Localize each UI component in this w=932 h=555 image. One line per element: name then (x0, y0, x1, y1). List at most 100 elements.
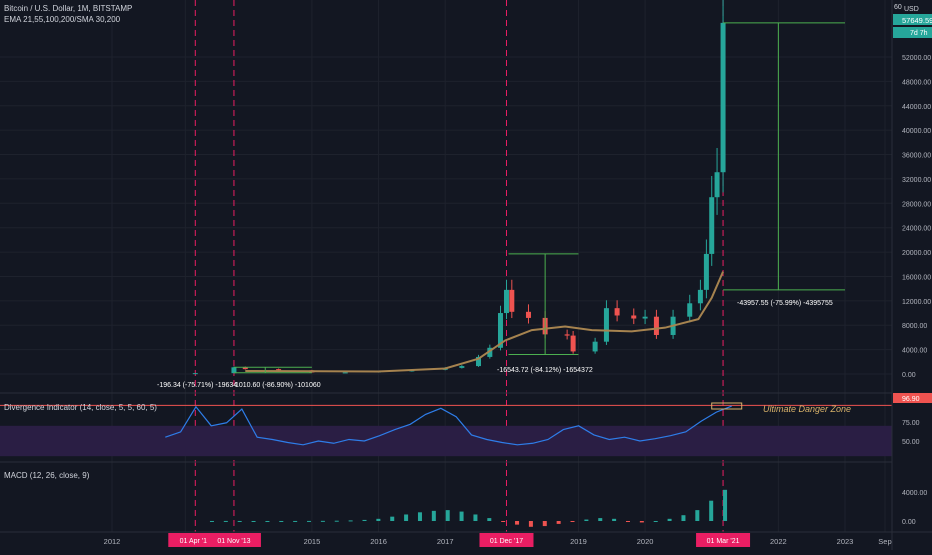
candle (242, 367, 248, 370)
macd-bar (639, 521, 644, 523)
candle (687, 303, 693, 317)
macd-bar (404, 514, 409, 521)
candle (653, 316, 659, 335)
macd-bar (223, 520, 228, 522)
candle (192, 373, 198, 375)
macd-bar (209, 520, 214, 522)
candle (503, 289, 509, 314)
macd-tick-label: 0.00 (902, 519, 916, 526)
macd-bar (293, 520, 298, 522)
candle (603, 308, 609, 342)
date-tag: 01 Nov '13 (217, 538, 250, 545)
macd-bar (376, 518, 381, 521)
macd-bar (501, 521, 506, 522)
price-tick-label: 48000.00 (902, 79, 931, 86)
currency-label: USD (904, 6, 919, 13)
price-tick-label: 40000.00 (902, 128, 931, 135)
macd-bar (625, 521, 630, 522)
candle (714, 172, 720, 198)
price-tick-label: 44000.00 (902, 104, 931, 111)
date-tag-bg (696, 533, 751, 547)
candle (703, 253, 709, 290)
time-tick-label: 2022 (770, 537, 787, 546)
time-tick-label: 2017 (437, 537, 454, 546)
price-tick-label: 16000.00 (902, 274, 931, 281)
annotation-drop-2013: -196.34 (-75.71%) -19634 (157, 382, 237, 389)
macd-bar (445, 510, 450, 521)
candle (487, 347, 493, 357)
divergence-pane[interactable] (0, 402, 892, 457)
candle (459, 366, 465, 368)
candle (570, 335, 576, 352)
macd-legend[interactable]: MACD (12, 26, close, 9) (4, 470, 89, 481)
macd-bar (542, 521, 547, 527)
macd-bar (570, 521, 575, 522)
date-tag-bg (206, 533, 261, 547)
macd-bar (598, 518, 603, 521)
time-tick-label: 2020 (637, 537, 654, 546)
macd-pane[interactable] (209, 489, 728, 527)
candle (276, 369, 282, 371)
countdown-tag: 7d 7h (910, 30, 928, 37)
candle (697, 289, 703, 304)
time-axis[interactable]: 2012202015201620172019202020222023Sep01 … (104, 533, 892, 547)
time-tick-label: 2019 (570, 537, 587, 546)
candle (564, 334, 570, 336)
macd-bar (695, 510, 700, 521)
price-tick-label: 8000.00 (902, 323, 927, 330)
macd-bar (320, 520, 325, 522)
macd-bar (362, 519, 367, 521)
macd-bar (265, 520, 270, 522)
candle (231, 367, 237, 374)
macd-tick-label: 4000.00 (902, 490, 927, 497)
countdown-tag-bg (893, 27, 932, 38)
candle (631, 315, 637, 319)
macd-bar (251, 520, 256, 522)
danger-zone-box (711, 402, 743, 410)
macd-bar (237, 520, 242, 522)
divergence-tick-label: 50.00 (902, 439, 920, 446)
macd-bar (556, 521, 561, 524)
price-tick-label: 28000.00 (902, 201, 931, 208)
price-tick-label: 20000.00 (902, 250, 931, 257)
macd-bar (709, 500, 714, 521)
candle (497, 313, 503, 348)
macd-bar (612, 518, 617, 521)
candle (525, 311, 531, 318)
annotation-drop-2021: -43957.55 (-75.99%) -4395755 (737, 300, 833, 307)
price-tick-label: 52000.00 (902, 55, 931, 62)
price-tag-bg (893, 14, 932, 25)
price-axis[interactable]: 52000.00 48000.00 44000.00 40000.00 36000.00… (902, 55, 931, 526)
candle (720, 22, 726, 173)
macd-bar (334, 520, 339, 522)
price-tick-label: 36000.00 (902, 153, 931, 160)
price-tag: 57649.59 (902, 16, 932, 25)
macd-bar (348, 520, 353, 522)
symbol-title: Bitcoin / U.S. Dollar, 1M, BITSTAMP (4, 4, 133, 13)
macd-bar (431, 510, 436, 521)
divergence-legend[interactable]: Divergence Indicator (14, close, 5, 5, 6… (4, 402, 157, 413)
divergence-value-tag: 96.90 (902, 396, 920, 403)
macd-bar (723, 489, 728, 521)
price-tick-label: 4000.00 (902, 348, 927, 355)
macd-bar (279, 520, 284, 522)
candle (509, 289, 515, 312)
indicator-list: EMA 21,55,100,200/SMA 30,200 (4, 15, 121, 24)
macd-bar (390, 516, 395, 521)
chart-legend[interactable]: Bitcoin / U.S. Dollar, 1M, BITSTAMP EMA … (4, 3, 132, 25)
divergence-value-tag-bg (893, 393, 932, 403)
annotation-drop-2017: -16543.72 (-84.12%) -1654372 (497, 367, 593, 374)
candle (476, 356, 481, 367)
macd-bar (459, 511, 464, 521)
divergence-line (165, 405, 732, 446)
price-tick-label: 24000.00 (902, 226, 931, 233)
macd-bar (528, 521, 533, 527)
macd-bar (653, 521, 658, 522)
price-tick-label: 32000.00 (902, 177, 931, 184)
time-tick-label: 2015 (304, 537, 321, 546)
price-tick-label: 12000.00 (902, 299, 931, 306)
ema-line (245, 271, 724, 373)
